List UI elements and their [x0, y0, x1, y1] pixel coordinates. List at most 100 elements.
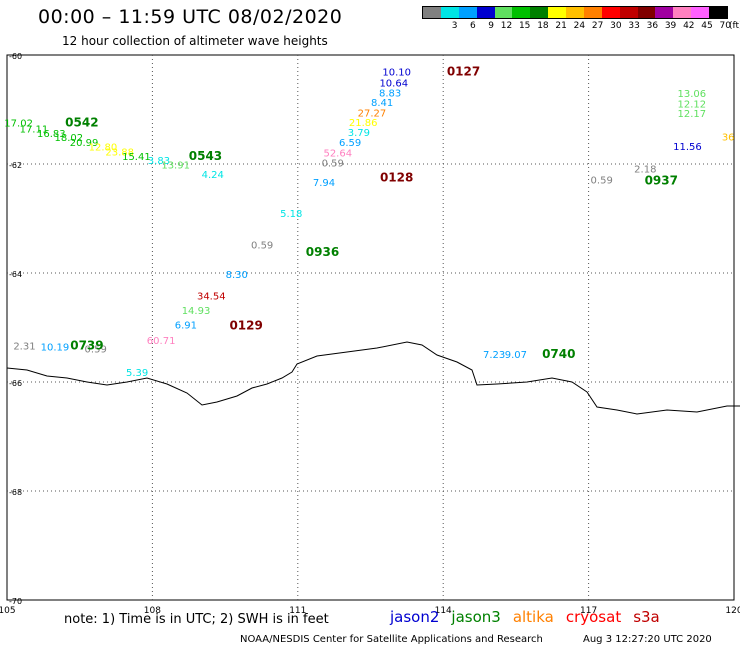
- swh-value: 12.80: [89, 142, 118, 153]
- legend-label: 33: [628, 21, 640, 31]
- satellite-name: jason3: [451, 608, 501, 626]
- swh-value: 10.19: [41, 342, 70, 353]
- swh-value: 16.83: [37, 129, 66, 140]
- legend-label: 27: [591, 21, 604, 31]
- swh-value: 13.91: [161, 160, 190, 171]
- legend-swatch: [619, 7, 638, 18]
- grid-lines: [7, 55, 734, 600]
- legend-label: 70: [719, 21, 731, 31]
- swh-value: 7.94: [313, 178, 335, 189]
- swh-value: 8.83: [379, 88, 401, 99]
- swh-value: 0.59: [85, 345, 107, 356]
- swh-value: 3.79: [348, 128, 370, 139]
- swh-value: 14.93: [182, 306, 211, 317]
- satellite-name: s3a: [633, 608, 660, 626]
- legend-label: 36: [646, 21, 659, 31]
- swh-value: 18.02: [54, 133, 83, 144]
- swh-value: 5.18: [280, 209, 302, 220]
- swh-value: 11.56: [673, 142, 702, 153]
- legend-swatch: [583, 7, 602, 18]
- pass-time-label: 0543: [189, 149, 222, 163]
- swh-value: 27.27: [358, 109, 387, 120]
- legend-label: 39: [664, 21, 677, 31]
- swh-value: 6.91: [175, 321, 197, 332]
- legend-swatch: [423, 7, 441, 18]
- page-title: 00:00 – 11:59 UTC 08/02/2020: [38, 6, 343, 28]
- swh-value: 12.17: [678, 109, 707, 120]
- swh-value: 52.64: [323, 148, 352, 159]
- swh-value: 9.07: [505, 350, 527, 361]
- generation-timestamp: Aug 3 12:27:20 UTC 2020: [583, 634, 712, 645]
- swh-value: 2.31: [13, 341, 35, 352]
- legend-label: 18: [537, 21, 549, 31]
- lat-tick-label: -64: [9, 270, 22, 279]
- plot-frame: [6, 54, 735, 601]
- swh-value: 20.99: [70, 138, 99, 149]
- swh-color-legend: [422, 6, 728, 19]
- lon-tick-label: 120: [725, 606, 740, 616]
- swh-value: 36: [722, 133, 735, 144]
- footer-note: note: 1) Time is in UTC; 2) SWH is in fe…: [64, 612, 329, 627]
- satellite-name: altika: [512, 608, 554, 626]
- lat-tick-label: -60: [9, 52, 22, 61]
- legend-swatch: [655, 7, 674, 18]
- pass-time-label: 0937: [645, 174, 678, 188]
- legend-swatch: [494, 7, 513, 18]
- legend-label: 42: [683, 21, 695, 31]
- lon-tick-label: 111: [289, 606, 306, 616]
- legend-labels: 3 6 9 12 15 18 21 24 27 30 33 36 39 42 45 70: [422, 21, 732, 35]
- swh-value: 7.23: [483, 350, 505, 361]
- satellite-legend: jason2 jason3 altika cryosat s3a: [390, 608, 672, 626]
- pass-time-label: 0740: [542, 347, 575, 361]
- legend-label: 30: [610, 21, 622, 31]
- legend-swatch: [512, 7, 531, 18]
- swh-value: 3.83: [148, 156, 170, 167]
- legend-swatch: [566, 7, 584, 18]
- swh-value: 0.59: [251, 240, 273, 251]
- swh-value: 6.59: [339, 138, 361, 149]
- legend-label: 15: [518, 21, 531, 31]
- legend-swatch: [476, 7, 495, 18]
- swh-value: 12.12: [678, 99, 707, 110]
- legend-label: 9: [488, 21, 494, 31]
- legend-swatch: [691, 7, 709, 18]
- swh-value: 2.18: [634, 165, 656, 176]
- swh-value: 8.30: [226, 270, 248, 281]
- legend-swatch: [673, 7, 692, 18]
- swh-value: 23.88: [105, 147, 134, 158]
- legend-unit: (ft): [729, 21, 740, 31]
- axis-tick-labels: 105 108 111 114 117 120 -60 -62 -64 -66 -68 -70: [0, 52, 740, 616]
- pass-labels: 0127 0128 0129 0542 0543 0739 0740 0936 0937: [65, 65, 678, 361]
- swh-value: 21.86: [349, 118, 378, 129]
- pass-time-label: 0128: [380, 170, 413, 184]
- swh-value: 10.10: [382, 68, 411, 79]
- antarctic-coastline: [6, 341, 740, 415]
- legend-swatch: [709, 7, 727, 18]
- lon-tick-label: 108: [144, 606, 161, 616]
- lon-tick-label: 105: [0, 606, 16, 616]
- swh-value: 34.54: [197, 292, 226, 303]
- page-subtitle: 12 hour collection of altimeter wave hei…: [62, 34, 328, 48]
- legend-swatch: [548, 7, 566, 18]
- legend-label: 45: [701, 21, 713, 31]
- satellite-name: cryosat: [565, 608, 622, 626]
- legend-swatch: [530, 7, 549, 18]
- swh-value: 17.02: [4, 118, 33, 129]
- swh-value: 13.06: [678, 89, 707, 100]
- legend-label: 24: [573, 21, 586, 31]
- pass-time-label: 0127: [447, 65, 480, 79]
- satellite-name: jason2: [390, 608, 440, 626]
- swh-value: 4.24: [202, 170, 224, 181]
- swh-value: 60.71: [147, 336, 176, 347]
- pass-time-label: 0739: [70, 338, 103, 352]
- swh-value: 0.59: [322, 159, 344, 170]
- legend-swatch: [601, 7, 620, 18]
- lat-tick-label: -62: [9, 161, 22, 170]
- swh-values: 10.1010.648.838.4127.2721.863.796.5952.6…: [4, 68, 734, 379]
- legend-label: 6: [469, 21, 476, 31]
- swh-value: 8.41: [371, 98, 393, 109]
- lat-tick-label: -68: [9, 488, 22, 497]
- lat-tick-label: -66: [9, 379, 22, 388]
- legend-label: 3: [451, 21, 458, 31]
